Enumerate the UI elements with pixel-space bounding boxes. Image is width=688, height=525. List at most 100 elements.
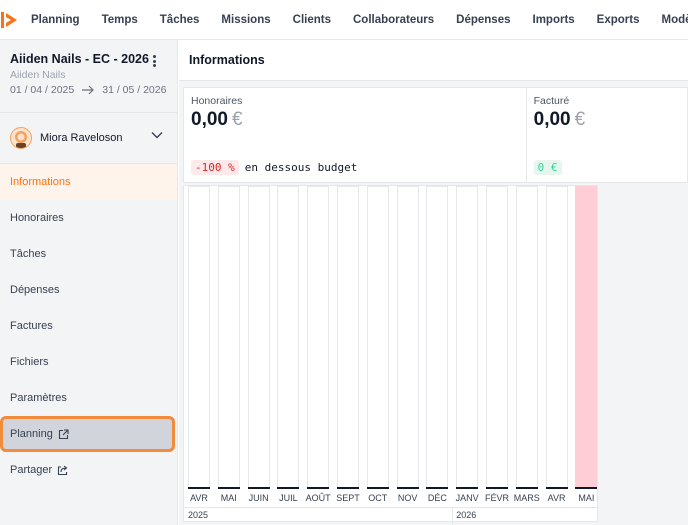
month-bar xyxy=(426,186,449,487)
sidebar-item-partager[interactable]: Partager xyxy=(0,452,177,488)
month-column[interactable] xyxy=(188,186,210,490)
year-label: 2026 xyxy=(456,510,477,520)
facture-badge: 0 € xyxy=(533,160,562,175)
facture-value: 0,00 € xyxy=(534,109,680,131)
sidebar-item-label: Informations xyxy=(10,176,71,188)
nav-collaborateurs[interactable]: Collaborateurs xyxy=(352,13,435,26)
month-bar xyxy=(366,186,389,487)
month-label: JUIN xyxy=(248,493,269,503)
month-label: AOÛT xyxy=(305,493,331,503)
bar-baseline xyxy=(486,487,508,489)
sidebar-item-depenses[interactable]: Dépenses xyxy=(0,272,177,308)
month-label: MARS xyxy=(513,493,540,503)
sidebar-item-label: Factures xyxy=(10,320,53,332)
facture-status: 0 € xyxy=(533,160,562,175)
nav-modeles[interactable]: Modèles xyxy=(661,13,688,26)
bar-baseline xyxy=(575,487,598,489)
month-label: JUIL xyxy=(279,493,298,503)
year-label: 2025 xyxy=(188,510,209,520)
nav-planning[interactable]: Planning xyxy=(31,13,80,26)
nav-exports[interactable]: Exports xyxy=(596,13,640,26)
kebab-menu-icon[interactable] xyxy=(149,54,159,68)
current-month-bar xyxy=(575,186,598,487)
month-bar xyxy=(515,186,538,487)
year-axis: 2025 2026 xyxy=(184,507,597,524)
bar-baseline xyxy=(515,487,538,489)
month-bar xyxy=(486,186,508,487)
sidebar-item-fichiers[interactable]: Fichiers xyxy=(0,344,177,380)
nav-missions[interactable]: Missions xyxy=(221,13,271,26)
sidebar-item-honoraires[interactable]: Honoraires xyxy=(0,200,177,236)
month-column[interactable] xyxy=(426,186,449,490)
facture-card: Facturé 0,00 € 0 € xyxy=(525,88,687,182)
year-divider xyxy=(452,508,454,524)
month-bar xyxy=(456,186,479,487)
currency-symbol: € xyxy=(574,109,586,130)
month-bar xyxy=(217,186,240,487)
sidebar-item-factures[interactable]: Factures xyxy=(0,308,177,344)
project-client: Aiiden Nails xyxy=(10,69,66,81)
month-label: JANV xyxy=(455,493,479,503)
sidebar-item-label: Paramètres xyxy=(10,392,67,404)
bar-baseline xyxy=(396,487,419,489)
month-column[interactable] xyxy=(247,186,270,490)
sidebar-item-label: Fichiers xyxy=(10,356,49,368)
bar-baseline xyxy=(545,487,568,489)
nav-clients[interactable]: Clients xyxy=(292,13,331,26)
budget-delta-badge: -100 % xyxy=(191,160,239,175)
honoraires-amount: 0,00 xyxy=(191,109,228,130)
sidebar-item-label: Partager xyxy=(10,464,53,476)
app-logo-icon[interactable] xyxy=(0,0,20,40)
month-label: MAI xyxy=(578,493,595,503)
sidebar-item-planning[interactable]: Planning xyxy=(0,416,175,452)
month-column[interactable] xyxy=(217,186,240,490)
share-icon xyxy=(57,465,68,476)
currency-symbol: € xyxy=(231,109,243,130)
month-column[interactable] xyxy=(486,186,508,490)
sidebar-item-label: Tâches xyxy=(10,248,47,260)
month-bar xyxy=(277,186,300,487)
sidebar-item-informations[interactable]: Informations xyxy=(0,164,177,200)
month-label: AVR xyxy=(547,493,566,503)
month-column[interactable] xyxy=(575,186,598,490)
nav-temps[interactable]: Temps xyxy=(101,13,138,26)
sidebar-item-taches[interactable]: Tâches xyxy=(0,236,177,272)
month-column[interactable] xyxy=(396,186,419,490)
month-column[interactable] xyxy=(337,186,359,490)
month-column[interactable] xyxy=(307,186,330,490)
summary-cards: Honoraires 0,00 € -100 % en dessous budge… xyxy=(183,87,688,183)
bar-baseline xyxy=(188,487,210,489)
month-label: SEPT xyxy=(336,493,360,503)
honoraires-card: Honoraires 0,00 € -100 % en dessous budge… xyxy=(184,88,526,182)
arrow-right-icon xyxy=(82,85,95,95)
month-column[interactable] xyxy=(366,186,389,490)
sidebar-item-label: Honoraires xyxy=(10,212,64,224)
month-column[interactable] xyxy=(515,186,538,490)
month-column[interactable] xyxy=(456,186,479,490)
month-label: FÉVR xyxy=(484,493,509,503)
nav-taches[interactable]: Tâches xyxy=(159,13,200,26)
sidebar-item-parametres[interactable]: Paramètres xyxy=(0,380,177,416)
month-column[interactable] xyxy=(277,186,300,490)
main-nav: Planning Temps Tâches Missions Clients C… xyxy=(20,0,688,40)
project-title: Aiiden Nails - EC - 2026 xyxy=(10,52,149,66)
nav-imports[interactable]: Imports xyxy=(532,13,575,26)
user-selector[interactable]: Miora Raveloson xyxy=(0,113,177,163)
sidebar-item-label: Dépenses xyxy=(10,284,60,296)
nav-depenses[interactable]: Dépenses xyxy=(456,13,511,26)
chevron-down-icon[interactable] xyxy=(151,131,163,139)
month-bar xyxy=(188,186,210,487)
top-navigation: Planning Temps Tâches Missions Clients C… xyxy=(0,0,688,40)
honoraires-label: Honoraires xyxy=(191,95,243,107)
user-name: Miora Raveloson xyxy=(40,132,123,144)
external-link-icon xyxy=(58,428,69,440)
month-label: MAI xyxy=(220,493,237,503)
sidebar: Aiiden Nails - EC - 2026 Aiiden Nails 01… xyxy=(0,40,178,525)
month-bar xyxy=(396,186,419,487)
project-start-date: 01 / 04 / 2025 xyxy=(10,84,75,96)
month-column[interactable] xyxy=(545,186,568,490)
bar-baseline xyxy=(217,487,240,489)
budget-delta-text: en dessous budget xyxy=(244,161,358,174)
bar-baseline xyxy=(426,487,449,489)
month-bar xyxy=(337,186,359,487)
